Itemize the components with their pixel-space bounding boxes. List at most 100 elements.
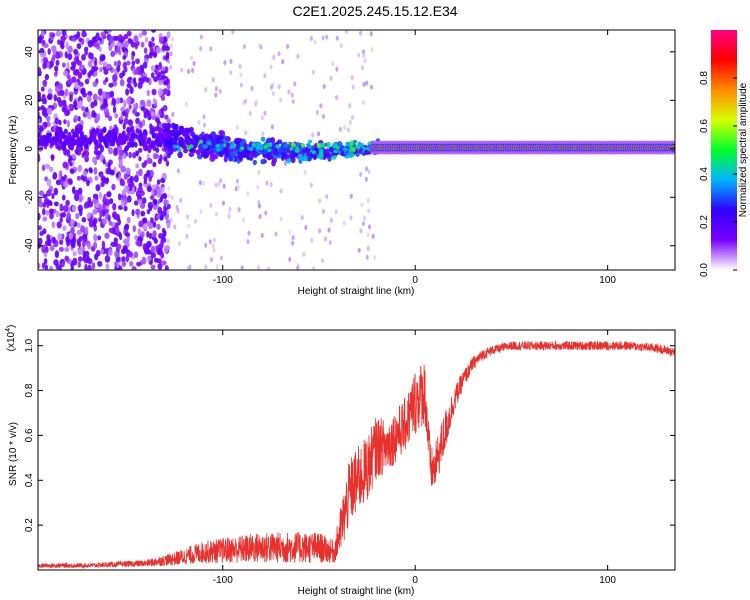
spectrogram-cell (169, 217, 173, 223)
spectrogram-cell (135, 150, 139, 157)
spectrogram-cell (265, 180, 269, 186)
spectrogram-cell (71, 204, 77, 213)
spectrogram-cell (166, 209, 170, 215)
spectrogram-cell (289, 146, 294, 151)
spectrogram-cell (49, 265, 54, 270)
spectrogram-cell (157, 88, 164, 96)
spectrogram-cell (199, 208, 203, 214)
spectrogram-cell (137, 228, 142, 236)
spectrogram-cell (192, 60, 196, 66)
spectrogram-cell (359, 142, 365, 147)
spectrogram-cell (162, 88, 168, 95)
spectrogram-cell (64, 88, 69, 97)
spectrogram-cell (67, 131, 72, 138)
spectrogram-cell (252, 159, 257, 166)
spectrogram-cell (141, 217, 147, 223)
spectrogram-cell (164, 199, 169, 205)
spectrogram-cell (191, 68, 195, 74)
spectrogram-cell (155, 147, 160, 153)
spectrogram-cell (275, 144, 280, 149)
spectrogram-cell (161, 186, 165, 193)
spectrogram-cell (160, 74, 166, 80)
spectrogram-cell (366, 246, 370, 252)
spectrogram-cell (38, 111, 41, 118)
spectrogram-cell (214, 137, 221, 144)
spectrogram-cell (103, 134, 108, 141)
spectrogram-y-tick-label: -40 (24, 238, 35, 253)
spectrogram-cell (343, 124, 347, 130)
spectrogram-cell (170, 195, 174, 201)
spectrogram-cell (236, 184, 240, 190)
spectrogram-cell (87, 200, 94, 208)
spectrogram-cell (204, 87, 208, 93)
spectrogram-cell (43, 56, 49, 64)
spectrogram-cell (254, 101, 258, 107)
spectrogram-cell (162, 80, 169, 86)
spectrogram-cell (76, 43, 82, 50)
spectrogram-cell (179, 197, 183, 203)
spectrogram-cell (199, 46, 203, 52)
spectrogram-cell (188, 264, 192, 270)
spectrogram-cell (189, 144, 194, 149)
spectrogram-cell (191, 148, 197, 154)
spectrogram-cell (137, 147, 143, 153)
snr-y-scale-exponent: 4 (5, 328, 12, 332)
spectrogram-cell (286, 44, 290, 50)
spectrogram-cell (177, 151, 183, 159)
spectrogram-cell (263, 144, 269, 149)
spectrogram-cell (218, 130, 224, 136)
spectrogram-cell (163, 205, 167, 212)
spectrogram-cell (219, 255, 223, 261)
spectrogram-cell (49, 245, 55, 251)
spectrogram-cell (106, 30, 112, 33)
spectrogram-cell (96, 113, 101, 121)
spectrogram-cell (140, 210, 146, 217)
spectrogram-cell (271, 91, 275, 97)
spectrogram-cell (51, 192, 55, 200)
spectrogram-cell (178, 141, 185, 148)
spectrogram-cell (42, 202, 47, 208)
spectrogram-cell (97, 260, 103, 267)
spectrogram-cell (322, 208, 326, 214)
spectrogram-cell (331, 61, 335, 67)
spectrogram-cell (154, 64, 159, 70)
spectrogram-cell (61, 30, 67, 36)
spectrogram-cell (64, 246, 70, 252)
spectrogram-cell (65, 236, 70, 243)
colorbar-ticks: 0.0 0.2 0.4 0.6 0.8 (699, 71, 737, 277)
spectrogram-cell (303, 170, 307, 176)
spectrogram-cell (52, 173, 57, 180)
spectrogram-cell (218, 150, 225, 158)
spectrogram-cell (300, 143, 306, 148)
spectrogram-cell (126, 77, 132, 84)
spectrogram-cell (351, 147, 356, 152)
spectrogram-cell (55, 59, 60, 66)
spectrogram-x-label: Height of straight line (km) (298, 286, 415, 297)
spectrogram-cell (296, 265, 300, 270)
spectrogram-cell (77, 261, 81, 268)
spectrogram-cell (200, 151, 206, 158)
spectrogram-cell (167, 186, 171, 192)
spectrogram-cell (99, 128, 104, 135)
spectrogram-cell (38, 190, 45, 196)
spectrogram-cell (291, 99, 295, 105)
spectrogram-cell (65, 41, 69, 50)
spectrogram-cell (139, 132, 144, 138)
spectrogram-cell (63, 70, 69, 77)
spectrogram-cell (97, 132, 102, 138)
spectrogram-cell (101, 91, 108, 99)
spectrogram-cell (82, 150, 87, 156)
spectrogram-cell (232, 150, 238, 156)
spectrogram-cell (256, 184, 260, 190)
spectrogram-cell (126, 126, 131, 133)
spectrogram-cell (209, 202, 213, 208)
spectrogram-cell (84, 143, 89, 149)
spectrogram-cell (59, 212, 64, 218)
spectrogram-cell (59, 216, 63, 223)
spectrogram-cell (114, 35, 120, 41)
spectrogram-cell (48, 166, 54, 173)
spectrogram-cell (135, 208, 141, 216)
spectrogram-cell (279, 97, 283, 103)
spectrogram-cell (305, 148, 311, 155)
spectrogram-cell (69, 168, 75, 175)
